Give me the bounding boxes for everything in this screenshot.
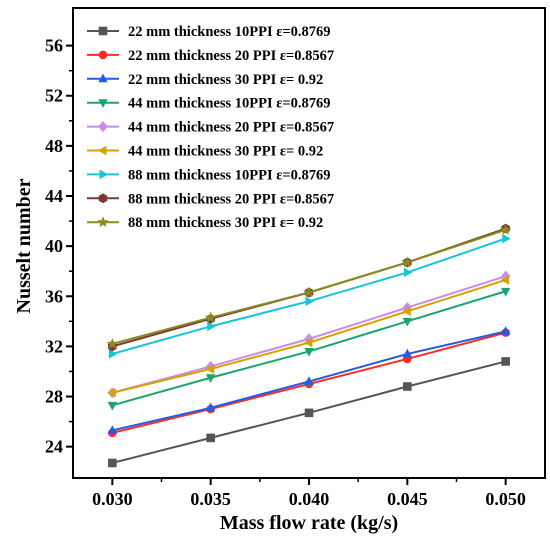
square-marker <box>501 357 510 366</box>
square-marker <box>98 26 108 36</box>
x-tick-label: 0.050 <box>485 489 526 509</box>
legend-item: 22 mm thickness 10PPI ε=0.8769 <box>87 24 331 40</box>
triangle-up-marker <box>402 348 413 358</box>
legend: 22 mm thickness 10PPI ε=0.8769 22 mm thic… <box>87 24 334 231</box>
star-marker <box>303 286 315 298</box>
legend-label: 88 mm thickness 30 PPI ε= 0.92 <box>128 215 323 231</box>
diamond-marker <box>98 121 108 133</box>
legend-item: 22 mm thickness 30 PPI ε= 0.92 <box>87 72 323 88</box>
y-tick-label: 28 <box>45 387 63 407</box>
y-tick-label: 56 <box>45 36 63 56</box>
y-tick-label: 36 <box>45 286 63 306</box>
plot-area: 0.030 0.035 0.040 0.045 0.050 24 28 32 36 40 44 48 5… <box>45 7 546 509</box>
y-tick-label: 48 <box>45 136 63 156</box>
y-tick-label: 32 <box>45 336 63 356</box>
x-tick-label: 0.030 <box>92 489 133 509</box>
triangle-right-marker <box>99 169 109 180</box>
legend-item: 44 mm thickness 30 PPI ε= 0.92 <box>87 144 323 160</box>
triangle-up-marker <box>205 402 216 412</box>
series-group <box>107 275 510 398</box>
triangle-down-marker <box>107 401 118 411</box>
legend-item: 88 mm thickness 30 PPI ε= 0.92 <box>87 215 323 231</box>
square-marker <box>304 408 314 418</box>
legend-item: 44 mm thickness 20 PPI ε=0.8567 <box>87 120 334 136</box>
y-tick-label: 40 <box>45 236 63 256</box>
x-tick-label: 0.040 <box>289 489 330 509</box>
series-group <box>108 357 510 468</box>
y-axis-title: Nusselt number <box>13 178 35 313</box>
series-group <box>107 326 511 434</box>
hexagon-marker <box>98 193 108 204</box>
triangle-right-marker <box>207 321 216 332</box>
triangle-up-marker <box>304 376 314 385</box>
triangle-up-marker <box>98 73 108 83</box>
series-group <box>107 287 511 411</box>
triangle-up-marker <box>500 326 511 335</box>
circle-marker <box>98 50 108 60</box>
triangle-left-marker <box>500 275 510 285</box>
legend-label: 44 mm thickness 10PPI ε=0.8769 <box>128 96 331 112</box>
legend-label: 22 mm thickness 20 PPI ε=0.8567 <box>128 48 334 64</box>
legend-label: 88 mm thickness 10PPI ε=0.8769 <box>128 167 331 183</box>
y-tick-label: 44 <box>45 186 63 206</box>
star-marker <box>204 311 217 323</box>
diamond-marker <box>402 301 413 314</box>
legend-label: 22 mm thickness 30 PPI ε= 0.92 <box>128 72 323 88</box>
star-marker <box>97 216 109 228</box>
legend-label: 88 mm thickness 20 PPI ε=0.8567 <box>128 191 334 207</box>
legend-label: 44 mm thickness 20 PPI ε=0.8567 <box>128 120 334 136</box>
triangle-right-marker <box>305 296 315 307</box>
triangle-left-marker <box>97 145 107 156</box>
triangle-down-marker <box>500 287 511 297</box>
square-marker <box>403 382 412 391</box>
triangle-right-marker <box>502 233 511 244</box>
legend-item: 88 mm thickness 20 PPI ε=0.8567 <box>87 191 334 207</box>
triangle-left-marker <box>303 337 313 348</box>
star-marker <box>401 256 414 268</box>
triangle-down-marker <box>304 347 314 357</box>
triangle-down-marker <box>402 317 413 327</box>
square-marker <box>108 458 117 468</box>
legend-item: 22 mm thickness 20 PPI ε=0.8567 <box>87 48 334 64</box>
series-group <box>108 233 511 359</box>
legend-item: 44 mm thickness 10PPI ε=0.8769 <box>87 96 331 112</box>
y-tick-label: 52 <box>45 86 63 106</box>
x-axis-title: Mass flow rate (kg/s) <box>220 512 398 534</box>
triangle-left-marker <box>205 364 215 374</box>
triangle-up-marker <box>107 425 118 434</box>
legend-item: 88 mm thickness 10PPI ε=0.8769 <box>87 167 331 183</box>
star-marker <box>499 223 512 235</box>
star-marker <box>106 337 119 349</box>
y-tick-label: 24 <box>45 437 63 457</box>
x-tick-label: 0.035 <box>190 489 231 509</box>
legend-label: 22 mm thickness 10PPI ε=0.8769 <box>128 24 331 40</box>
triangle-left-marker <box>107 388 116 398</box>
triangle-right-marker <box>403 267 413 278</box>
triangle-right-marker <box>108 349 118 359</box>
x-tick-label: 0.045 <box>387 489 428 509</box>
triangle-down-marker <box>98 99 108 108</box>
square-marker <box>206 433 215 443</box>
series-group <box>106 223 512 349</box>
triangle-left-marker <box>402 306 411 317</box>
triangle-down-marker <box>205 374 216 383</box>
legend-label: 44 mm thickness 30 PPI ε= 0.92 <box>128 144 323 160</box>
